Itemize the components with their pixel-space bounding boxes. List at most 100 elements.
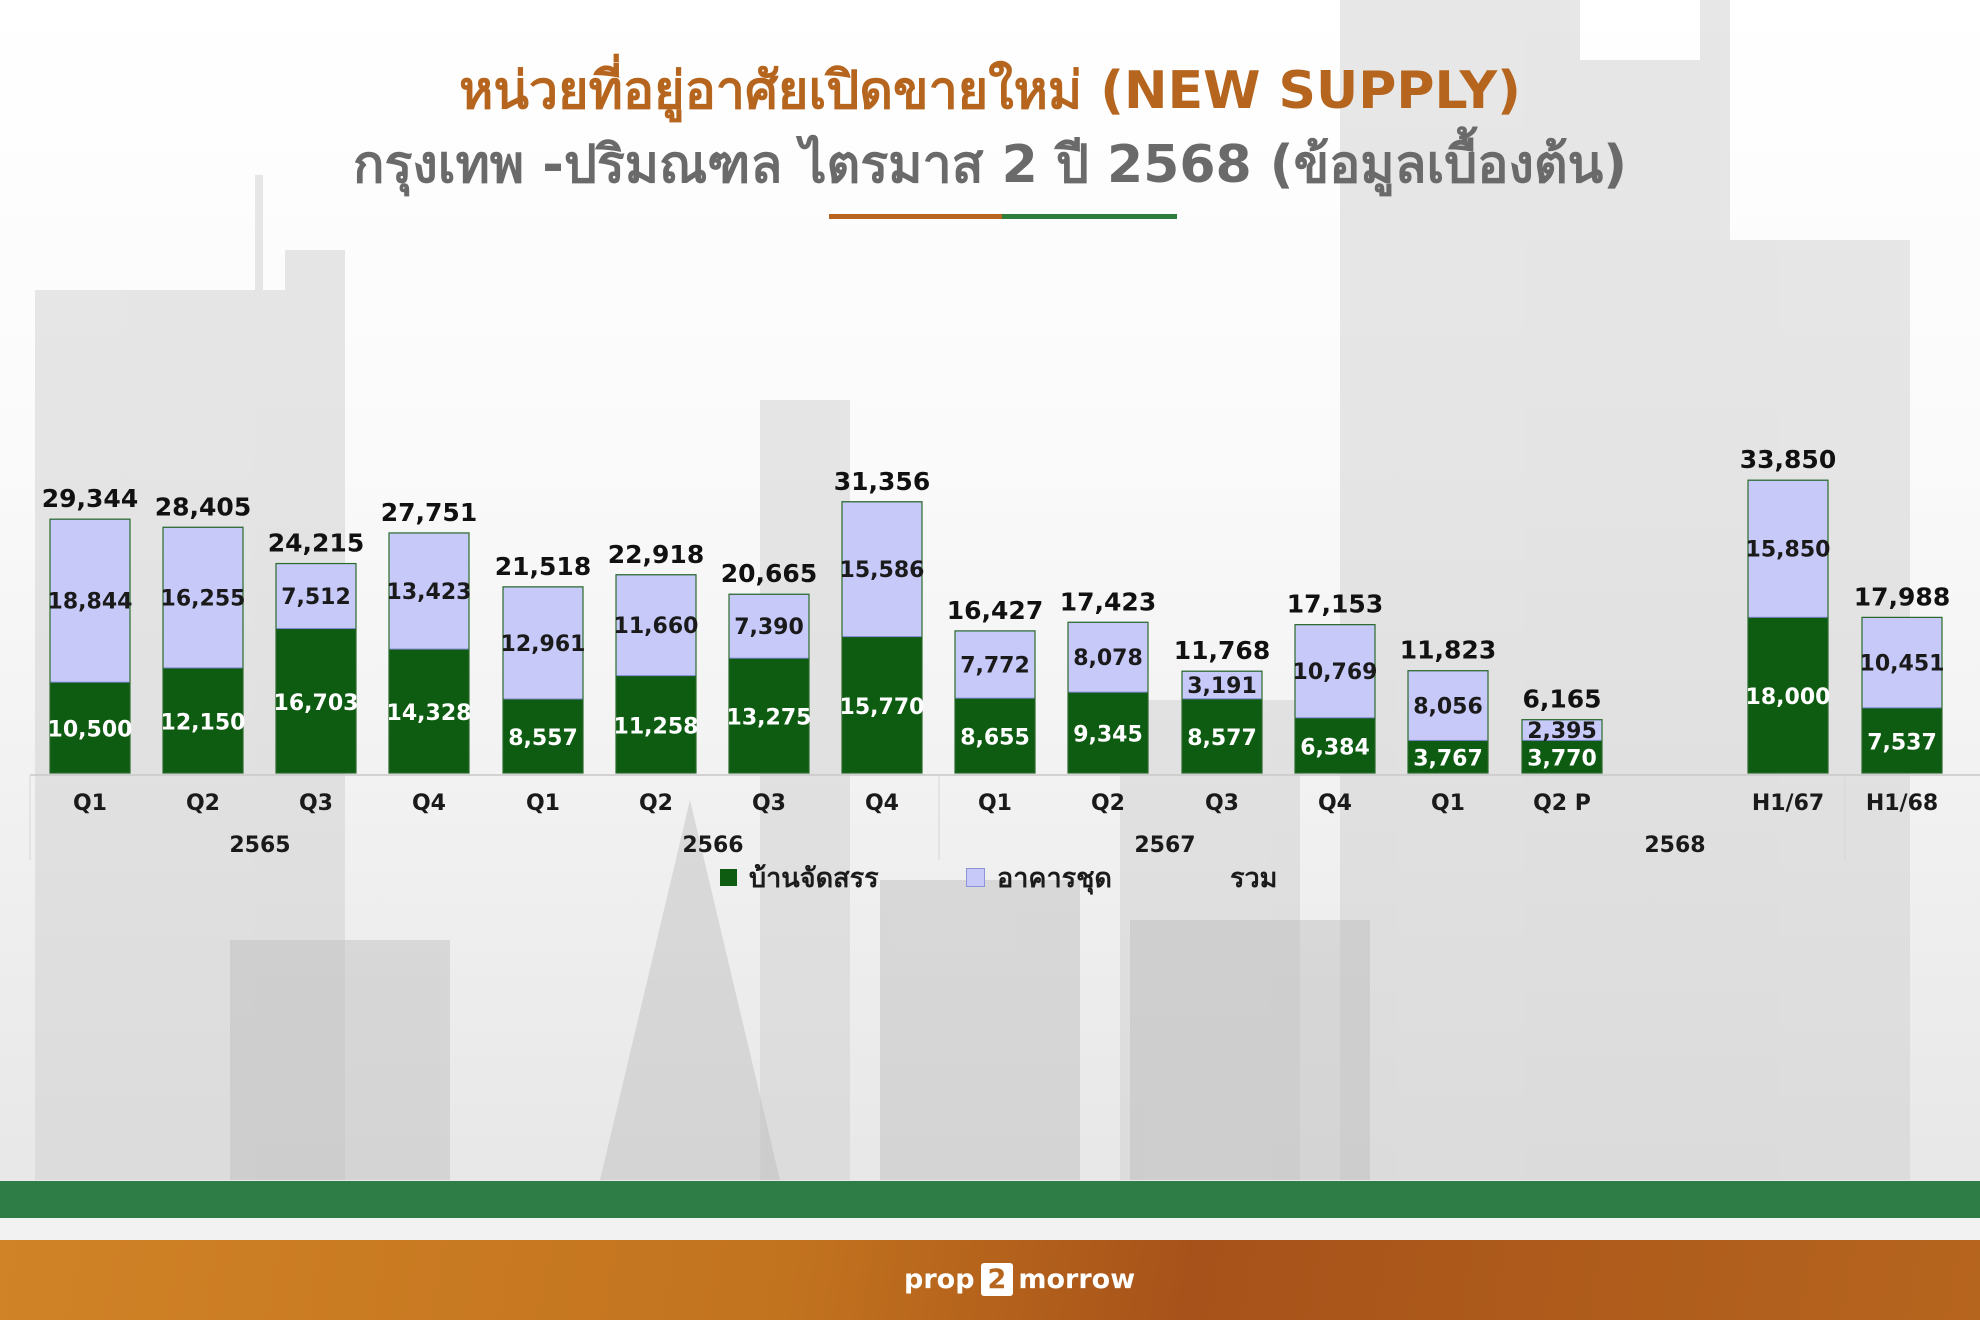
data-label-total: 33,850 <box>1740 445 1836 474</box>
data-label-housing: 9,345 <box>1073 723 1143 748</box>
bar-condo <box>275 563 357 630</box>
data-label-condo: 10,769 <box>1293 660 1378 685</box>
data-label-total: 11,823 <box>1400 636 1496 665</box>
group-label: 2566 <box>682 833 743 858</box>
data-label-housing: 3,767 <box>1413 747 1483 772</box>
data-label-housing: 7,537 <box>1867 730 1937 755</box>
bar-housing <box>1068 692 1148 773</box>
tick-label: Q2 <box>186 791 220 816</box>
data-label-condo: 7,512 <box>281 585 351 610</box>
data-label-total: 28,405 <box>155 492 251 521</box>
bar-outline <box>502 586 584 774</box>
data-label-total: 11,768 <box>1174 636 1270 665</box>
bar-outline <box>1067 621 1149 774</box>
bar-housing <box>276 628 356 773</box>
title-line-1: หน่วยที่อยู่อาศัยเปิดขายใหม่ (NEW SUPPLY… <box>459 61 1521 121</box>
bar-outline <box>728 593 810 774</box>
bar-outline <box>1747 479 1829 774</box>
bar-housing <box>616 675 696 773</box>
bar-outline <box>275 562 357 774</box>
data-label-total: 20,665 <box>721 559 817 588</box>
bar-condo <box>954 630 1036 699</box>
data-label-total: 17,423 <box>1060 587 1156 616</box>
bar-housing <box>1182 698 1262 773</box>
group-label: 2565 <box>229 833 290 858</box>
bar-housing <box>389 649 469 773</box>
data-label-total: 21,518 <box>495 552 591 581</box>
data-label-total: 6,165 <box>1522 685 1601 714</box>
data-label-housing: 8,655 <box>960 726 1030 751</box>
tick-label: Q2 <box>639 791 673 816</box>
data-label-condo: 18,844 <box>48 590 133 615</box>
data-label-condo: 15,586 <box>840 558 925 583</box>
bar-housing <box>1522 740 1602 773</box>
data-label-housing: 11,258 <box>614 714 699 739</box>
bar-outline <box>954 630 1036 774</box>
data-label-housing: 14,328 <box>387 701 472 726</box>
legend-item-total: รวม <box>1230 856 1277 899</box>
tick-label: Q3 <box>299 791 333 816</box>
data-label-housing: 12,150 <box>161 710 246 735</box>
legend-label-condo: อาคารชุด <box>997 863 1112 894</box>
data-label-total: 29,344 <box>42 484 138 513</box>
data-label-housing: 3,770 <box>1527 747 1597 772</box>
bar-housing <box>503 698 583 773</box>
bar-outline <box>1861 616 1943 774</box>
data-label-total: 24,215 <box>268 529 364 558</box>
tick-label: Q1 <box>73 791 107 816</box>
bar-condo <box>502 586 584 700</box>
legend-swatch-condo <box>966 868 985 887</box>
bar-housing <box>50 682 130 773</box>
tick-label: Q1 <box>1431 791 1465 816</box>
data-label-condo: 12,961 <box>501 632 586 657</box>
data-label-condo: 8,056 <box>1413 695 1483 720</box>
bar-condo <box>1747 479 1829 618</box>
data-label-housing: 13,275 <box>727 706 812 731</box>
tick-label: H1/67 <box>1752 791 1824 816</box>
tick-label: Q1 <box>526 791 560 816</box>
bar-outline <box>388 532 470 774</box>
tick-label: Q4 <box>865 791 899 816</box>
bar-condo <box>1407 670 1489 741</box>
footer-white-band <box>0 1218 1980 1240</box>
title-rule-orange <box>829 214 1002 219</box>
data-label-condo: 16,255 <box>161 587 246 612</box>
data-label-condo: 2,395 <box>1527 719 1597 744</box>
tick-label: Q4 <box>412 791 446 816</box>
tick-label: Q1 <box>978 791 1012 816</box>
bar-housing <box>1295 717 1375 773</box>
data-label-housing: 10,500 <box>48 718 133 743</box>
data-label-total: 16,427 <box>947 596 1043 625</box>
bar-condo <box>49 518 131 683</box>
tick-label: Q3 <box>1205 791 1239 816</box>
legend-item-housing: บ้านจัดสรร <box>720 856 879 899</box>
bar-outline <box>615 574 697 774</box>
prop2morrow-logo: prop 2 morrow <box>898 1263 1140 1296</box>
data-label-total: 31,356 <box>834 467 930 496</box>
bar-outline <box>1407 670 1489 774</box>
data-label-total: 22,918 <box>608 540 704 569</box>
stacked-bar-chart: 10,500 18,844 29,344 Q1 12,150 16,255 28,405 Q2… <box>29 445 1980 860</box>
data-label-housing: 18,000 <box>1746 685 1831 710</box>
bar-housing <box>729 658 809 773</box>
city-skyline-background <box>35 0 1910 1180</box>
tick-label: Q2 <box>1091 791 1125 816</box>
legend-label-total: รวม <box>1230 863 1278 894</box>
footer-green-band <box>0 1181 1980 1218</box>
bar-outline <box>1294 624 1376 774</box>
data-label-condo: 7,772 <box>960 654 1030 679</box>
data-label-condo: 15,850 <box>1746 538 1831 563</box>
data-label-condo: 8,078 <box>1073 646 1143 671</box>
bar-housing <box>1408 740 1488 773</box>
logo-part-1: prop <box>904 1264 975 1295</box>
data-label-total: 27,751 <box>381 498 477 527</box>
data-label-total: 17,153 <box>1287 590 1383 619</box>
group-label: 2568 <box>1644 833 1705 858</box>
data-label-condo: 7,390 <box>734 615 804 640</box>
data-label-total: 17,988 <box>1854 582 1950 611</box>
bar-outline <box>49 518 131 774</box>
bar-housing <box>1748 617 1828 773</box>
bar-housing <box>163 667 243 773</box>
bar-condo <box>388 532 470 650</box>
